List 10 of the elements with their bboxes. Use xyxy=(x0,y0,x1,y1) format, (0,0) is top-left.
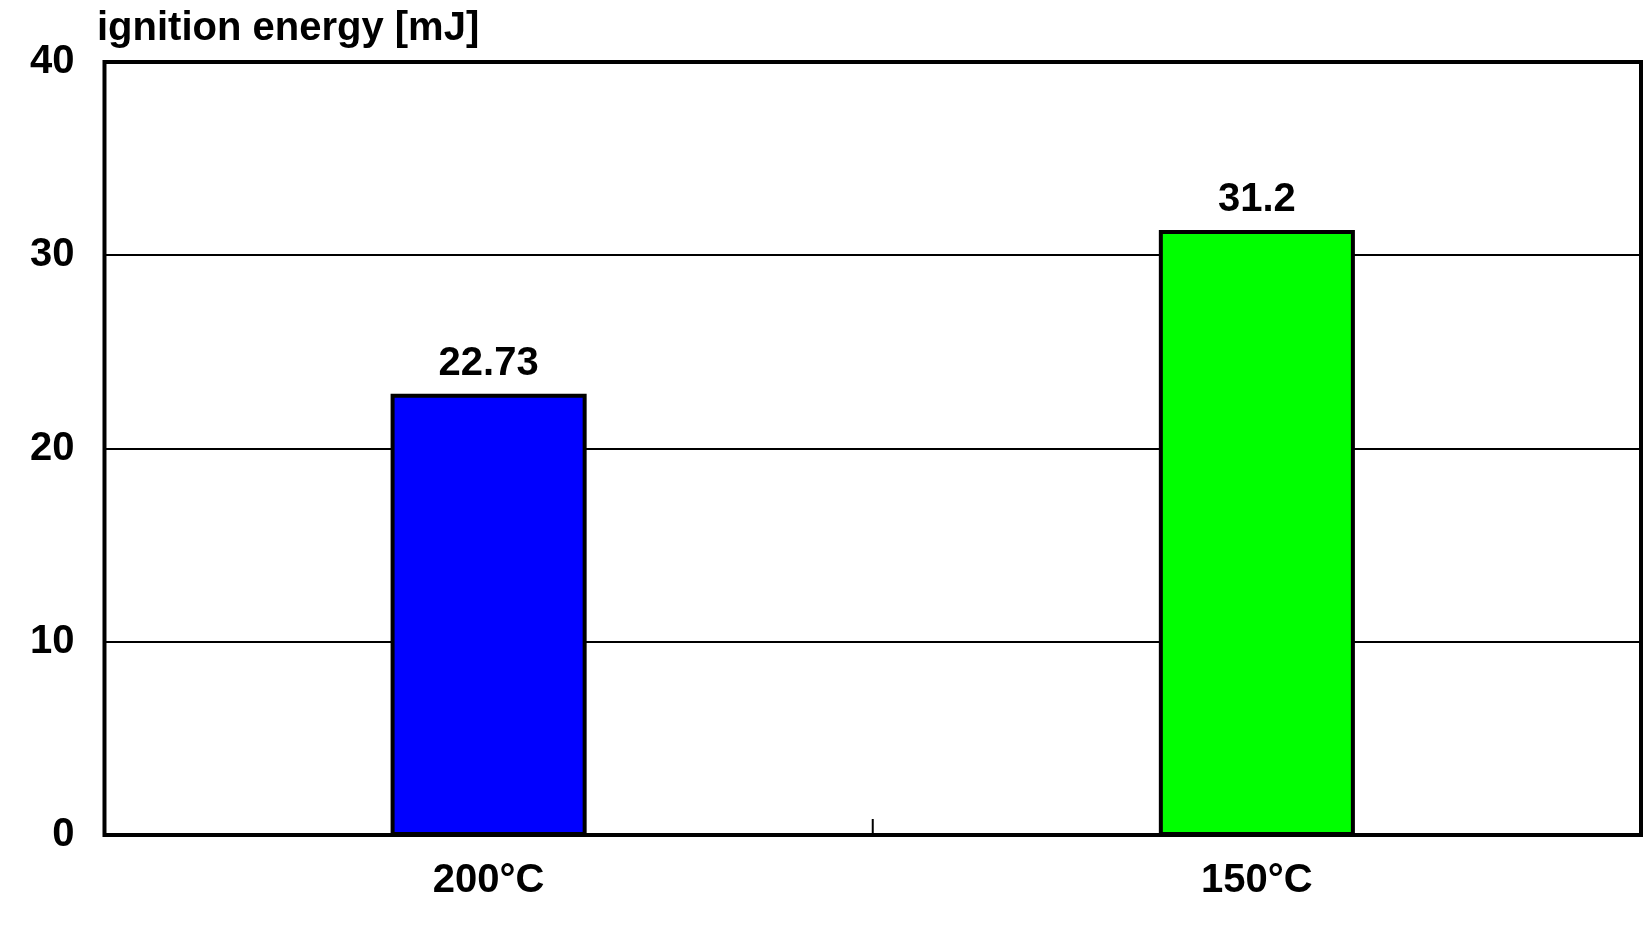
y-tick-label: 30 xyxy=(29,230,75,275)
data-label: 31.2 xyxy=(1217,175,1296,220)
y-axis-title: ignition energy [mJ] xyxy=(97,4,480,49)
x-tick-label: 200°C xyxy=(432,856,545,901)
x-tick-label: 150°C xyxy=(1201,856,1313,901)
y-tick-label: 20 xyxy=(29,423,75,468)
y-tick-label: 0 xyxy=(52,810,75,855)
y-tick-label: 40 xyxy=(29,37,75,82)
data-label: 22.73 xyxy=(438,338,539,383)
y-tick-label: 10 xyxy=(29,616,75,661)
